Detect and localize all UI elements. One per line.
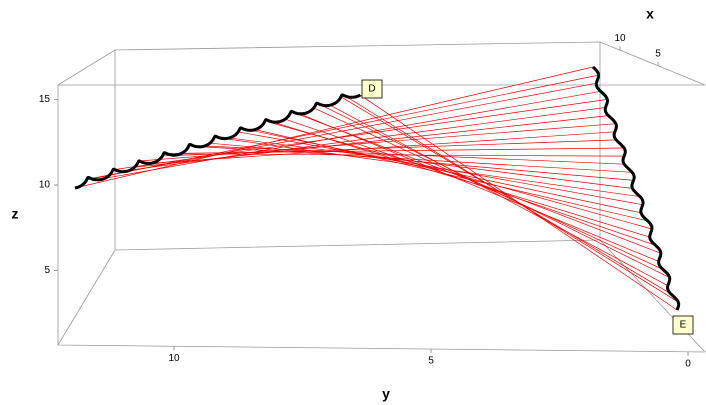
ruled-lines: [74, 66, 679, 311]
x-tick-label: 5: [655, 48, 661, 59]
ruled-line: [188, 145, 625, 165]
ruled-line: [74, 66, 594, 189]
z-tick-label: 5: [44, 265, 50, 276]
label-d: D: [361, 79, 383, 99]
curve-e: [591, 65, 681, 311]
axis-title: y: [382, 386, 390, 402]
curve-d: [74, 93, 361, 190]
label-box: [672, 315, 694, 335]
ruled-line: [285, 118, 656, 246]
ruled-line: [112, 99, 608, 171]
z-tick-label: 10: [39, 180, 51, 191]
curves: [74, 65, 681, 311]
ruled-line: [105, 90, 601, 179]
label-e: E: [672, 315, 694, 335]
ruled-line: [166, 147, 625, 154]
ruled-line: [180, 153, 625, 157]
x-tick-label: 10: [614, 33, 626, 44]
ruled-line: [194, 146, 633, 173]
ruled-line: [86, 74, 599, 181]
ruled-line: [345, 95, 679, 303]
annotation: D: [368, 84, 375, 95]
ruled-line: [134, 115, 609, 168]
top-edge: [599, 41, 706, 86]
bottom-edge: [599, 239, 706, 353]
y-tick-label: 0: [685, 358, 691, 369]
front-box: [57, 85, 706, 353]
axis-title: z: [12, 206, 19, 222]
bottom-edge: [57, 249, 116, 346]
label-box: [361, 79, 383, 99]
y-tick-label: 10: [168, 353, 180, 364]
y-tick-label: 5: [428, 356, 434, 367]
ruled-line: [330, 104, 668, 287]
ruled-line: [238, 131, 643, 206]
annotation: E: [680, 320, 687, 331]
z-tick-label: 15: [39, 94, 51, 105]
ruled-line: [162, 139, 617, 157]
ruled-line: [255, 129, 648, 222]
ruled-line: [139, 123, 616, 162]
ruled-line: [317, 103, 670, 278]
axis-title: x: [646, 6, 654, 22]
ruled-line: [360, 94, 678, 311]
ruled-line: [291, 111, 661, 254]
ruled-line: [299, 113, 659, 262]
back-box: [57, 41, 601, 251]
ruled-line: [270, 120, 650, 238]
ruled-line: [313, 107, 664, 270]
